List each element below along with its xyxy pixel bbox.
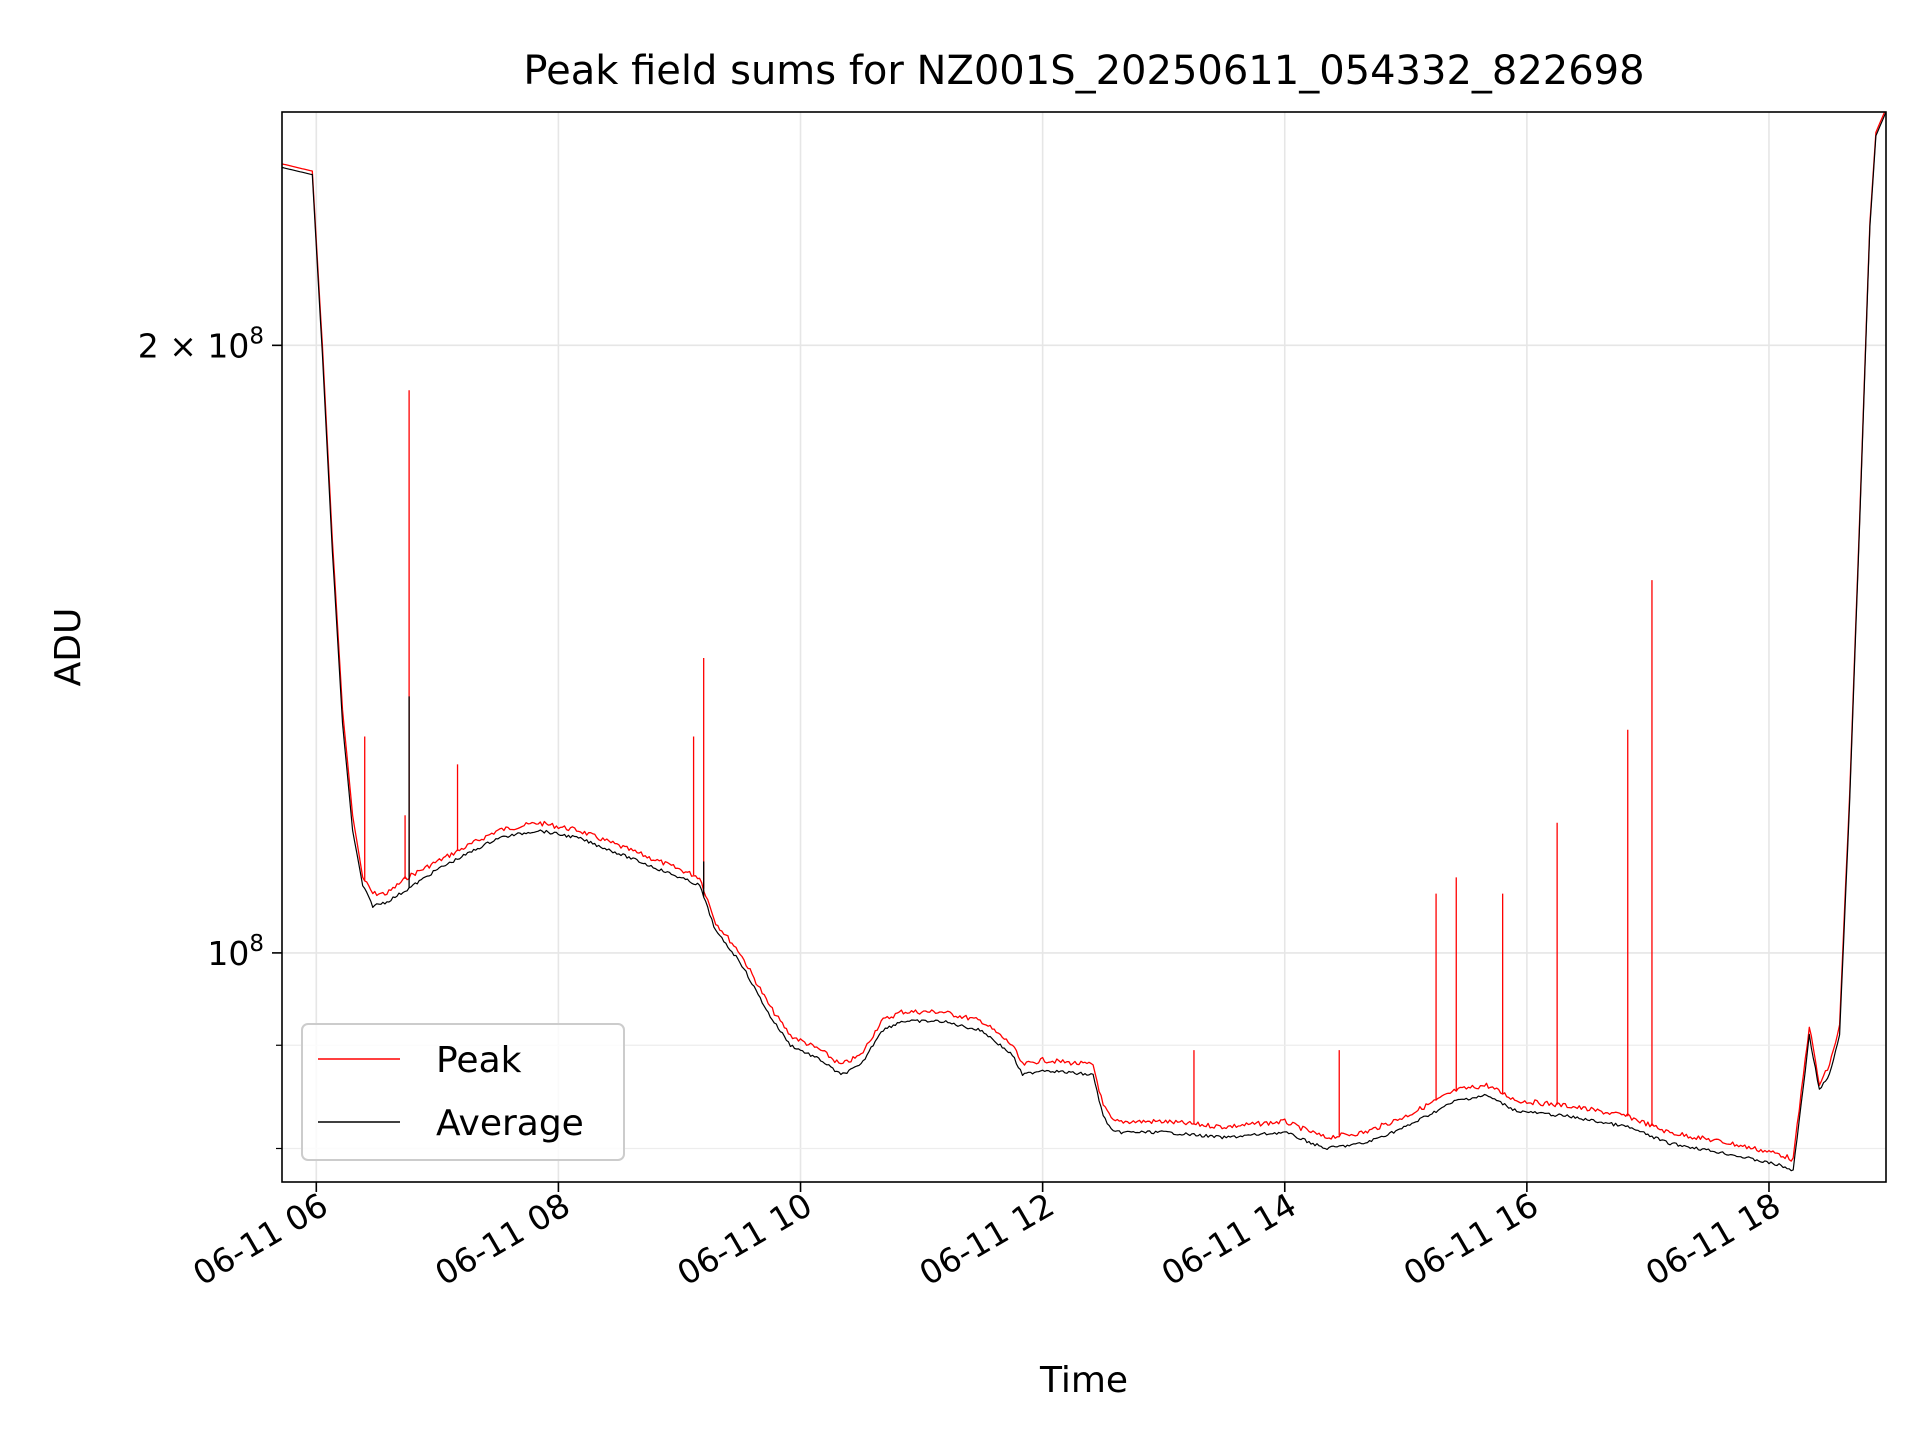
plot-area bbox=[282, 112, 1886, 1172]
grid-lines bbox=[282, 112, 1886, 1182]
y-axis-label: ADU bbox=[48, 608, 89, 687]
legend: Peak Average bbox=[301, 1023, 625, 1161]
chart-title: Peak field sums for NZ001S_20250611_0543… bbox=[523, 48, 1644, 94]
legend-label-average: Average bbox=[436, 1103, 584, 1144]
series-line-peak bbox=[282, 112, 1886, 1162]
y-axis: 108 2 × 108 bbox=[138, 323, 282, 1150]
x-axis-label: Time bbox=[1039, 1360, 1128, 1401]
plot-frame bbox=[281, 111, 1887, 1183]
y-tick-label: 2 × 108 bbox=[138, 323, 264, 365]
legend-box bbox=[301, 1023, 625, 1161]
series-line-average bbox=[282, 112, 1886, 1172]
legend-label-peak: Peak bbox=[436, 1040, 522, 1081]
y-tick-label: 108 bbox=[207, 931, 264, 973]
